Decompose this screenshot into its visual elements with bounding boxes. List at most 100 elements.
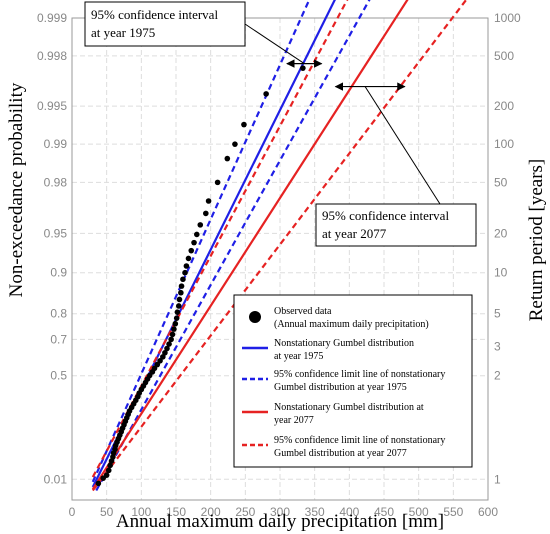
y-tick-labels-left: 0.01 0.5 0.7 0.8 0.9 0.95 0.98 0.99 0.995 0.998 0.… <box>37 11 67 486</box>
y-tick-label-right: 2 <box>494 369 501 383</box>
observed-point <box>178 283 185 289</box>
y-tick-label-left: 0.01 <box>44 472 68 486</box>
observed-point <box>263 91 269 97</box>
legend-2077-dashed-label2: Gumbel distribution at year 2077 <box>274 448 407 459</box>
x-tick-label: 550 <box>443 505 463 519</box>
y-tick-label-right: 10 <box>494 266 508 280</box>
observed-point <box>174 309 181 315</box>
x-axis-title: Annual maximum daily precipitation [mm] <box>116 511 444 532</box>
y-tick-label-right: 50 <box>494 175 508 189</box>
observed-points <box>95 65 306 487</box>
observed-point <box>171 326 177 332</box>
observed-point <box>157 357 163 364</box>
observed-point <box>168 336 174 343</box>
annotation-2077-line1: 95% confidence interval <box>322 208 449 223</box>
observed-point <box>300 65 306 71</box>
y-tick-label-left: 0.9 <box>50 266 67 280</box>
x-tick-label: 600 <box>478 505 498 519</box>
y-tick-label-left: 0.99 <box>44 137 68 151</box>
observed-point <box>197 222 204 228</box>
y-tick-label-left: 0.998 <box>37 49 67 63</box>
observed-point <box>241 121 247 128</box>
x-tick-label: 0 <box>69 505 76 519</box>
legend-1975-solid-label: Nonstationary Gumbel distribution <box>274 338 414 349</box>
legend-observed-marker <box>249 311 261 323</box>
observed-point <box>224 155 231 162</box>
y-tick-label-left: 0.999 <box>37 11 67 25</box>
x-tick-label: 500 <box>409 505 429 519</box>
x-tick-label: 350 <box>305 505 325 519</box>
y-tick-label-right: 200 <box>494 99 514 113</box>
x-tick-label: 100 <box>131 505 151 519</box>
observed-point <box>203 210 209 217</box>
x-tick-labels: 0 50 100 150 200 250 300 350 400 450 500 550 600 <box>69 505 499 519</box>
observed-point <box>172 320 179 327</box>
annotation-1975-box <box>84 1 246 47</box>
annotation-1975-line1: 95% confidence interval <box>91 7 218 22</box>
y-tick-label-right: 20 <box>494 226 508 240</box>
x-tick-label: 400 <box>339 505 359 519</box>
observed-point <box>185 255 192 262</box>
legend-1975-dashed-label: 95% confidence limit line of nonstationa… <box>274 369 445 380</box>
observed-point <box>107 462 113 469</box>
annotation-1975: 95% confidence interval at year 1975 <box>84 1 323 68</box>
y-tick-label-right: 500 <box>494 49 514 63</box>
annotation-2077-leader <box>364 86 441 205</box>
legend-observed-label2: (Annual maximum daily precipitation) <box>274 319 429 330</box>
observed-point <box>95 480 102 487</box>
observed-point <box>103 472 110 478</box>
annotation-1975-line2: at year 1975 <box>91 25 155 40</box>
observed-point <box>162 349 168 356</box>
observed-point <box>194 231 200 238</box>
annotation-2077-box <box>315 203 477 247</box>
observed-point <box>183 263 190 269</box>
x-tick-label: 300 <box>270 505 290 519</box>
annotation-2077-line2: at year 2077 <box>322 226 387 241</box>
legend: Observed data (Annual maximum daily prec… <box>233 294 473 468</box>
observed-point <box>105 467 112 474</box>
x-tick-label: 150 <box>166 505 186 519</box>
plot-frame <box>71 17 489 501</box>
y-axis-title-right: Return period [years] <box>526 159 547 322</box>
y-tick-label-left: 0.8 <box>50 307 67 321</box>
x-tick-label: 250 <box>235 505 255 519</box>
observed-point <box>191 239 197 246</box>
y-axis-title-left: Non-exceedance probability <box>6 82 27 297</box>
observed-point <box>176 296 183 303</box>
y-tick-label-right: 1000 <box>494 11 521 25</box>
x-tick-label: 200 <box>201 505 221 519</box>
y-tick-label-right: 100 <box>494 137 514 151</box>
legend-1975-dashed-label2: Gumbel distribution at year 1975 <box>274 382 407 393</box>
y-tick-label-left: 0.995 <box>37 99 67 113</box>
observed-point <box>173 315 180 321</box>
observed-point <box>166 341 172 347</box>
y-tick-label-right: 5 <box>494 307 501 321</box>
y-tick-label-right: 1 <box>494 472 501 486</box>
observed-point <box>182 269 188 276</box>
observed-point <box>175 303 182 309</box>
observed-point <box>164 345 170 352</box>
y-tick-label-right: 3 <box>494 339 501 353</box>
annotation-2077: 95% confidence interval at year 2077 <box>315 82 477 247</box>
y-tick-labels-right: 1 2 3 5 10 20 50 100 200 500 1000 <box>494 11 521 486</box>
series-2-lower-limit <box>95 0 371 492</box>
annotation-1975-leader <box>244 23 305 65</box>
series-2-upper-limit <box>91 0 311 483</box>
legend-1975-solid-label2: at year 1975 <box>274 351 323 362</box>
observed-point <box>178 289 184 296</box>
series-3-line <box>91 0 409 490</box>
y-tick-label-left: 0.7 <box>50 332 67 346</box>
legend-2077-dashed-label: 95% confidence limit line of nonstationa… <box>274 435 445 446</box>
legend-2077-solid-label2: year 2077 <box>274 415 314 426</box>
observed-point <box>169 331 176 338</box>
series-4-lower-limit <box>91 0 468 492</box>
y-tick-label-left: 0.98 <box>44 175 68 189</box>
y-tick-label-left: 0.5 <box>50 369 67 383</box>
observed-point <box>180 276 186 283</box>
legend-2077-solid-label: Nonstationary Gumbel distribution at <box>274 402 424 413</box>
observed-point <box>205 198 212 204</box>
observed-point <box>214 179 221 186</box>
legend-box <box>233 294 473 468</box>
x-tick-label: 50 <box>100 505 114 519</box>
